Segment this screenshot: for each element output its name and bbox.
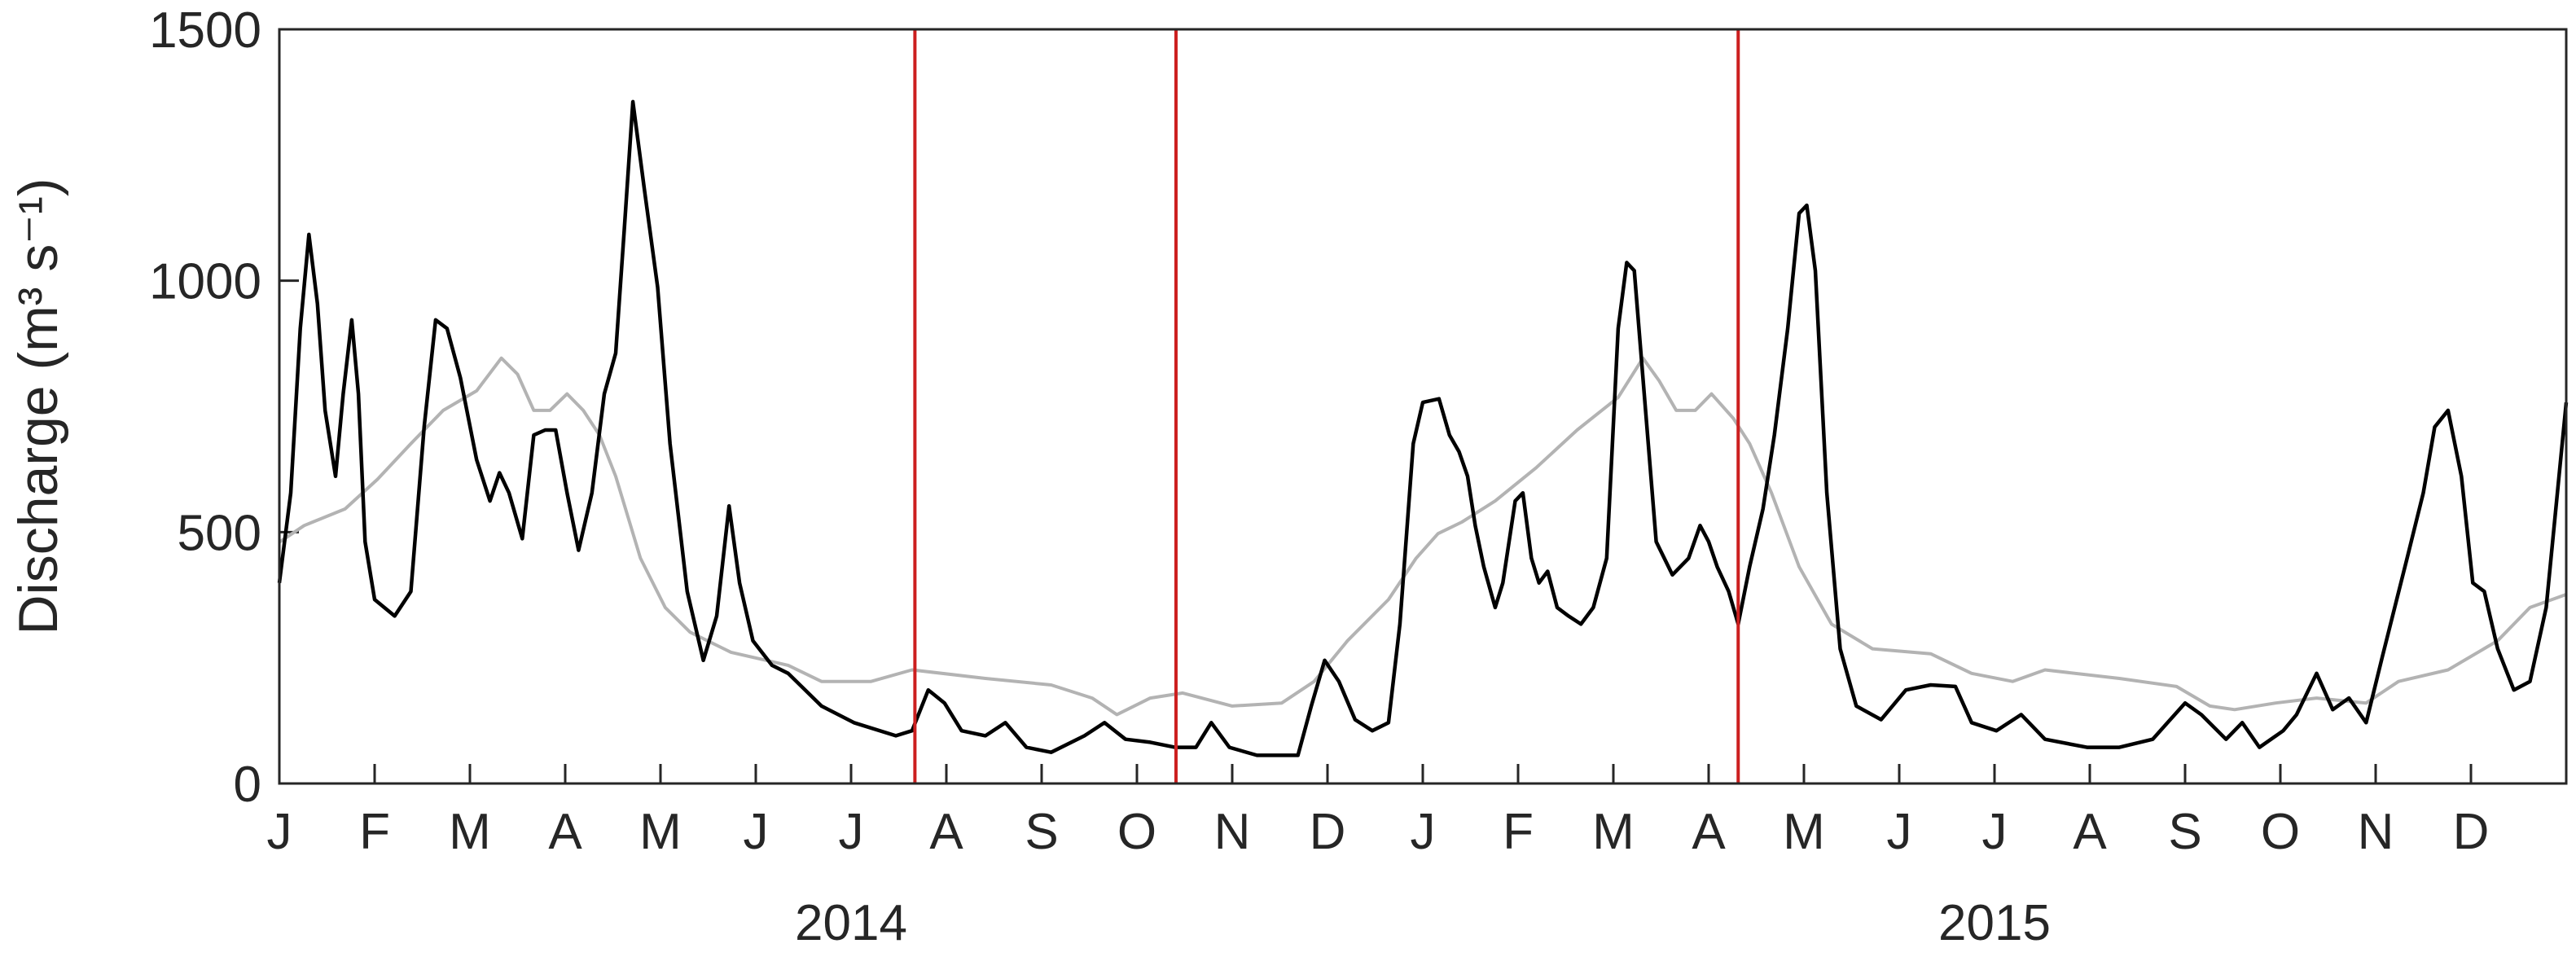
x-tick-label: F (359, 804, 390, 860)
x-tick-label: N (1214, 804, 1251, 860)
y-axis-label: Discharge (m³ s⁻¹) (7, 178, 69, 634)
plot-frame (278, 28, 2568, 785)
x-tick-label: J (1887, 804, 1912, 860)
x-tick-label: M (639, 804, 682, 860)
y-tick-label: 1500 (149, 2, 261, 59)
x-tick-label: M (449, 804, 491, 860)
x-tick-label: S (1025, 804, 1058, 860)
x-tick-label: O (1117, 804, 1156, 860)
x-tick-label: F (1503, 804, 1534, 860)
x-tick-label: A (929, 804, 963, 860)
x-tick-label: J (267, 804, 292, 860)
x-tick-label: N (2358, 804, 2394, 860)
x-tick-label: M (1783, 804, 1825, 860)
year-label: 2014 (795, 895, 907, 951)
x-tick-label: D (1310, 804, 1346, 860)
x-tick-label: A (2073, 804, 2107, 860)
x-tick-label: O (2261, 804, 2300, 860)
x-tick-label: A (1692, 804, 1726, 860)
x-tick-label: J (1411, 804, 1436, 860)
y-tick-label: 0 (234, 757, 261, 813)
x-tick-label: S (2168, 804, 2201, 860)
x-tick-label: A (548, 804, 582, 860)
x-tick-label: D (2453, 804, 2490, 860)
x-tick-label: J (839, 804, 864, 860)
y-tick-label: 1000 (149, 254, 261, 310)
data-line (277, 99, 2569, 757)
year-label: 2015 (1938, 895, 2051, 951)
data-line (278, 356, 2567, 717)
x-tick-label: J (1982, 804, 2008, 860)
y-tick-label: 500 (178, 505, 261, 561)
x-tick-label: J (744, 804, 769, 860)
x-tick-label: M (1592, 804, 1635, 860)
